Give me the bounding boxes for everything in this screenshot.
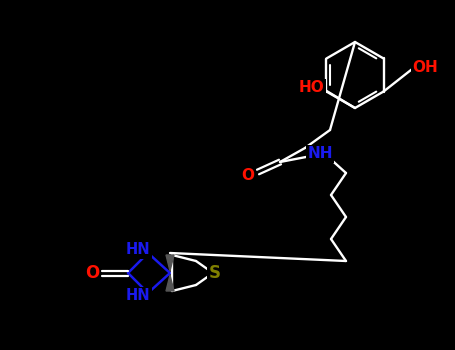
Text: OH: OH (413, 60, 439, 75)
Polygon shape (166, 275, 174, 291)
Polygon shape (166, 255, 174, 271)
Text: HN: HN (126, 288, 150, 303)
Text: O: O (242, 168, 254, 183)
Text: NH: NH (307, 147, 333, 161)
Text: S: S (209, 264, 221, 282)
Text: O: O (85, 264, 99, 282)
Text: HN: HN (126, 243, 150, 258)
Text: HO: HO (298, 80, 324, 96)
